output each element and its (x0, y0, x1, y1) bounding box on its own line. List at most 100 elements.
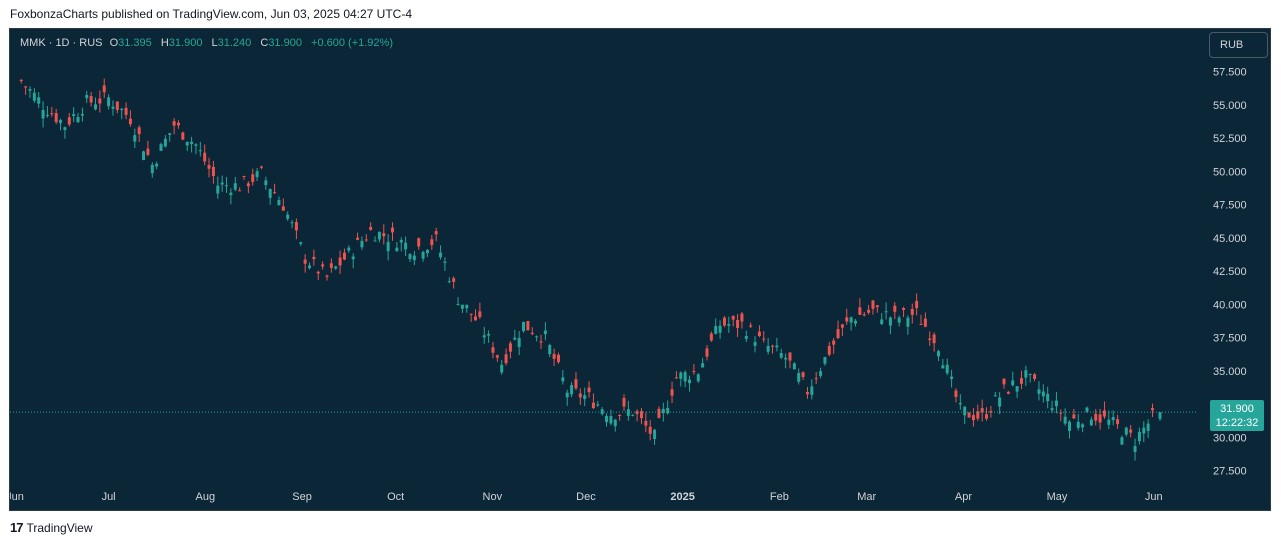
y-tick-label: 45.000 (1213, 233, 1247, 245)
candle-body (89, 96, 93, 103)
footer-brand[interactable]: 17 TradingView (10, 520, 93, 535)
candle-body (356, 237, 360, 240)
currency-button[interactable]: RUB (1209, 32, 1268, 58)
candle-body (823, 357, 827, 364)
y-tick-label: 50.000 (1213, 166, 1247, 178)
candle-body (478, 311, 482, 317)
candle-body (679, 372, 683, 379)
candle-body (225, 185, 229, 187)
candle-body (963, 406, 967, 416)
candle-body (967, 412, 971, 418)
candle-body (522, 321, 526, 332)
candle-body (220, 182, 224, 185)
candle-body (661, 408, 665, 414)
candle-body (993, 395, 997, 397)
candle-body (692, 371, 696, 373)
candlestick-chart[interactable]: 57.500 55.000 52.500 50.000 47.500 45.000 42.5… (10, 29, 1272, 512)
candle-body (722, 317, 726, 326)
candle-body (709, 333, 713, 341)
candle-body (928, 338, 932, 340)
candle-body (1146, 423, 1150, 431)
candle-body (303, 259, 307, 264)
candle-body (395, 247, 399, 252)
candle-body (316, 271, 320, 274)
candle-body (207, 164, 211, 169)
candle-body (67, 117, 71, 125)
candle-body (1063, 416, 1067, 424)
candle-body (185, 141, 189, 146)
candle-body (631, 414, 635, 416)
candle-body (609, 416, 613, 424)
candle-body (128, 118, 132, 125)
candle-body (1024, 370, 1028, 378)
candle-body (919, 323, 923, 325)
candle-body (1089, 419, 1093, 426)
candle-body (832, 340, 836, 345)
candle-body (434, 231, 438, 235)
candle-body (1107, 419, 1111, 425)
candle-body (814, 378, 818, 380)
candle-body (1068, 421, 1072, 431)
candle-body (80, 113, 84, 116)
candle-body (517, 337, 521, 348)
candle-body (888, 317, 892, 326)
candle-body (797, 372, 801, 382)
candle-body (107, 97, 111, 107)
x-tick-label: Oct (387, 491, 404, 503)
candle-body (718, 325, 722, 333)
symbol-legend: MMK · 1D · RUS O31.395 H31.900 L31.240 C… (20, 37, 393, 49)
candle-body (504, 354, 508, 364)
candle-body (1129, 429, 1133, 433)
candle-body (810, 386, 814, 395)
candle-body (1137, 431, 1141, 442)
change-value: +0.600 (+1.92%) (311, 37, 393, 49)
candle-body (1037, 389, 1041, 394)
candle-body (163, 138, 167, 147)
candle-body (299, 242, 303, 245)
candle-body (1054, 400, 1058, 407)
y-tick-label: 52.500 (1213, 133, 1247, 145)
candle-body (351, 256, 355, 260)
candle-body (93, 104, 97, 110)
candle-body (605, 415, 609, 423)
candle-body (884, 311, 888, 313)
candle-body (1046, 393, 1050, 402)
candle-body (329, 263, 333, 268)
candle-body (727, 324, 731, 326)
candle-body (932, 334, 936, 344)
candle-body (613, 419, 617, 427)
candle-body (1059, 412, 1063, 414)
candle-body (98, 98, 102, 104)
last-price-tag: 31.900 12:22:32 (1210, 400, 1264, 431)
candle-body (701, 363, 705, 368)
candle-body (801, 372, 805, 378)
publisher-caption: FoxbonzaCharts published on TradingView.… (10, 7, 413, 21)
candle-body (862, 314, 866, 316)
candle-body (1028, 373, 1032, 375)
high-label: H (160, 37, 169, 49)
candle-body (382, 233, 386, 237)
chart-panel[interactable]: 57.500 55.000 52.500 50.000 47.500 45.000 42.5… (9, 28, 1271, 511)
candle-body (290, 222, 294, 224)
candle-body (1102, 410, 1106, 417)
candle-body (731, 316, 735, 320)
tradingview-logo-icon: 17 (10, 520, 24, 535)
candle-body (548, 345, 552, 355)
candle-body (805, 392, 809, 395)
candle-body (1081, 424, 1085, 428)
candle-body (535, 336, 539, 338)
candle-body (1124, 427, 1128, 435)
candle-body (373, 240, 377, 242)
candle-body (430, 239, 434, 246)
candle-body (190, 141, 194, 145)
candle-body (172, 121, 176, 126)
candle-body (744, 335, 748, 339)
candle-body (377, 231, 381, 240)
y-tick-label: 40.000 (1213, 299, 1247, 311)
candle-body (176, 122, 180, 126)
candle-body (1133, 445, 1137, 452)
candle-body (530, 332, 534, 335)
candle-body (936, 351, 940, 357)
candle-body (513, 337, 517, 340)
candle-body (849, 317, 853, 323)
